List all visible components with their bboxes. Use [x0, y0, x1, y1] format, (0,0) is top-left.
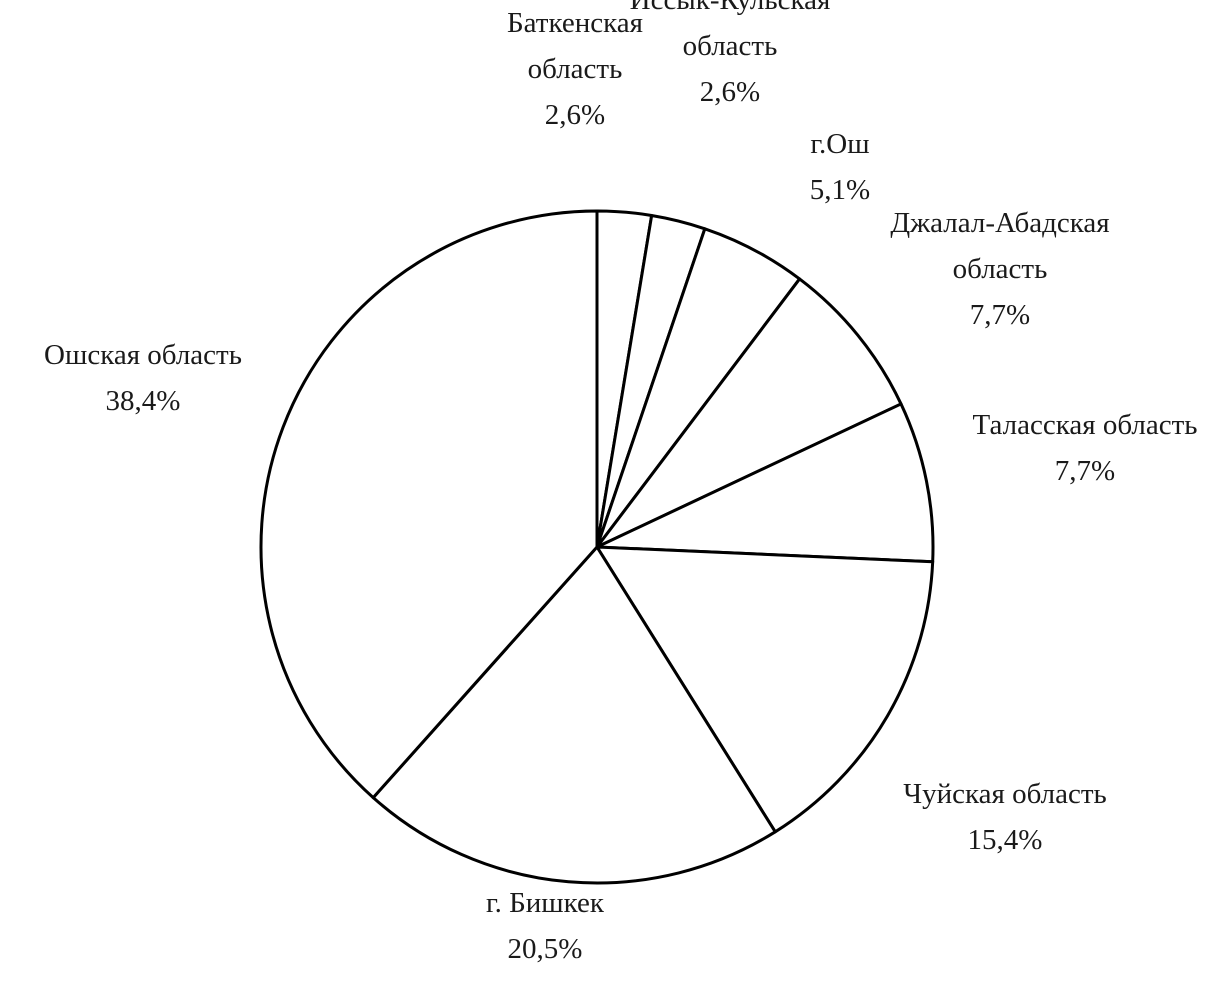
- pie-slice-8: [259, 209, 599, 800]
- pie-slices: [259, 209, 935, 885]
- slice-label-line: Джалал-Абадская: [890, 207, 1109, 239]
- slice-label-line: область: [528, 53, 623, 85]
- slice-label-1: Баткенская область 2,6%: [507, 7, 643, 131]
- slice-label-4: Джалал-Абадская область 7,7%: [890, 207, 1109, 331]
- slice-label-7: г. Бишкек 20,5%: [486, 887, 605, 965]
- pie-slice-5: [595, 402, 935, 564]
- slice-label-8: Ошская область 38,4%: [44, 339, 242, 417]
- slice-label-line: г. Бишкек: [486, 887, 605, 919]
- pie-labels: Баткенская область 2,6% Иссык-Кульская облас…: [44, 0, 1197, 965]
- slice-label-line: Баткенская: [507, 7, 643, 39]
- slice-label-6: Чуйская область 15,4%: [903, 778, 1107, 856]
- slice-label-line: Таласская область: [973, 409, 1198, 441]
- slice-label-line: 38,4%: [106, 385, 181, 417]
- pie-slice-4: [595, 277, 903, 549]
- slice-label-line: Ошская область: [44, 339, 242, 371]
- slice-label-line: область: [683, 30, 778, 62]
- slice-label-line: 5,1%: [810, 174, 870, 206]
- slice-label-line: область: [953, 253, 1048, 285]
- slice-label-line: 7,7%: [1055, 455, 1115, 487]
- slice-label-line: Иссык-Кульская: [630, 0, 831, 16]
- slice-label-line: Чуйская область: [903, 778, 1107, 810]
- slice-label-line: 7,7%: [970, 299, 1030, 331]
- slice-label-line: 15,4%: [968, 824, 1043, 856]
- slice-label-2: Иссык-Кульская область 2,6%: [630, 0, 831, 108]
- slice-label-line: 2,6%: [700, 76, 760, 108]
- pie-slice-7: [371, 545, 777, 885]
- slice-label-line: 2,6%: [545, 99, 605, 131]
- slice-label-line: г.Ош: [810, 128, 869, 160]
- slice-label-line: 20,5%: [508, 933, 583, 965]
- slice-label-3: г.Ош 5,1%: [810, 128, 870, 206]
- pie-slice-6: [595, 545, 935, 834]
- slice-label-5: Таласская область 7,7%: [973, 409, 1198, 487]
